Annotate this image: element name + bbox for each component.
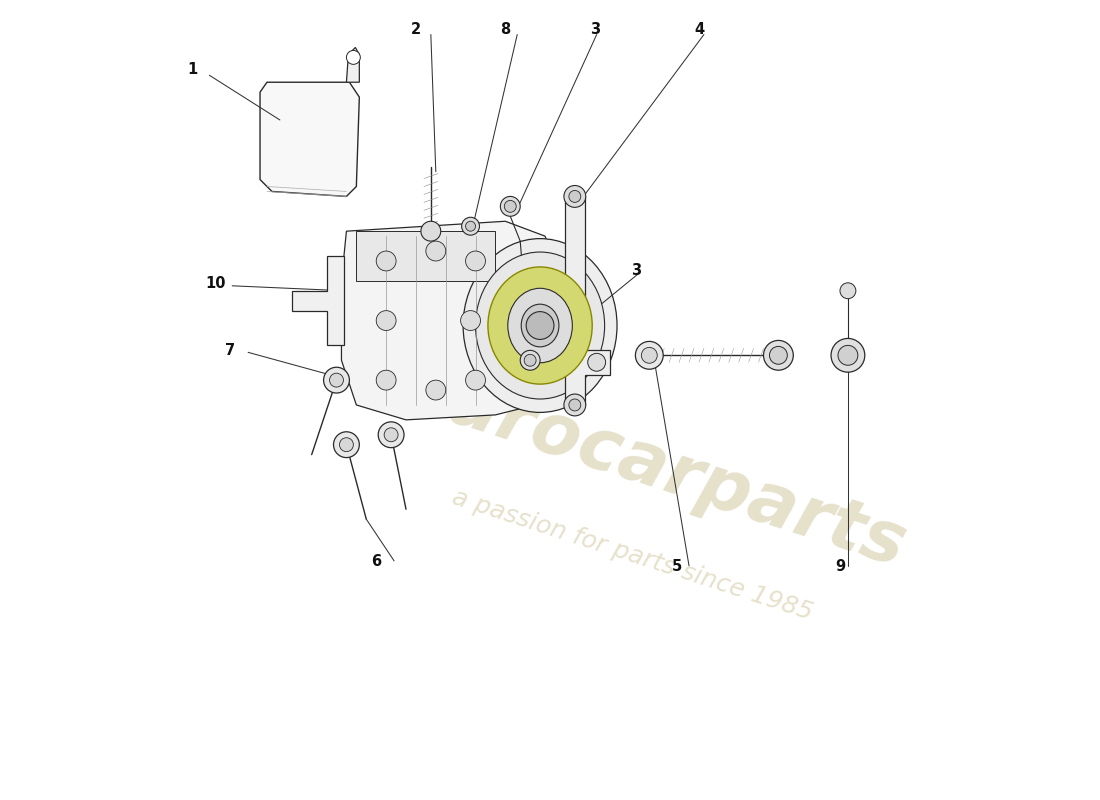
Circle shape <box>587 354 606 371</box>
Text: a passion for parts since 1985: a passion for parts since 1985 <box>449 485 815 625</box>
Text: 3: 3 <box>590 22 600 37</box>
Text: 10: 10 <box>205 276 225 291</box>
Circle shape <box>830 338 865 372</box>
Circle shape <box>462 218 480 235</box>
Text: 2: 2 <box>411 22 421 37</box>
Circle shape <box>421 222 441 241</box>
Circle shape <box>378 422 404 448</box>
Polygon shape <box>260 82 360 197</box>
Circle shape <box>384 428 398 442</box>
Polygon shape <box>292 256 344 346</box>
Circle shape <box>840 283 856 298</box>
Text: 6: 6 <box>371 554 382 570</box>
Circle shape <box>520 350 540 370</box>
Circle shape <box>330 373 343 387</box>
Circle shape <box>333 432 360 458</box>
Ellipse shape <box>488 267 592 384</box>
Circle shape <box>763 341 793 370</box>
Circle shape <box>465 222 475 231</box>
Text: 1: 1 <box>187 62 198 77</box>
Circle shape <box>770 346 788 364</box>
Circle shape <box>838 346 858 366</box>
Ellipse shape <box>463 238 617 413</box>
Polygon shape <box>346 47 360 82</box>
Circle shape <box>641 347 658 363</box>
Text: 5: 5 <box>672 559 682 574</box>
Polygon shape <box>341 222 556 420</box>
Text: 3: 3 <box>631 263 641 278</box>
Ellipse shape <box>475 252 605 399</box>
Circle shape <box>564 394 585 416</box>
Circle shape <box>564 186 585 207</box>
Text: 7: 7 <box>226 343 235 358</box>
Circle shape <box>340 438 353 452</box>
Circle shape <box>426 241 446 261</box>
Circle shape <box>323 367 350 393</box>
Text: 9: 9 <box>835 559 845 574</box>
Circle shape <box>526 312 554 339</box>
Polygon shape <box>356 231 495 281</box>
Circle shape <box>569 399 581 411</box>
Circle shape <box>376 251 396 271</box>
Polygon shape <box>565 197 609 405</box>
Circle shape <box>504 200 516 212</box>
Circle shape <box>376 370 396 390</box>
Text: 4: 4 <box>694 22 704 37</box>
Circle shape <box>461 310 481 330</box>
Circle shape <box>636 342 663 370</box>
Text: eurocarparts: eurocarparts <box>393 354 915 582</box>
Circle shape <box>426 380 446 400</box>
Circle shape <box>500 197 520 216</box>
Circle shape <box>525 354 536 366</box>
Circle shape <box>465 251 485 271</box>
Text: 8: 8 <box>500 22 510 37</box>
Circle shape <box>465 370 485 390</box>
Ellipse shape <box>521 304 559 347</box>
Ellipse shape <box>508 288 572 362</box>
Circle shape <box>346 50 361 64</box>
Circle shape <box>376 310 396 330</box>
Circle shape <box>569 190 581 202</box>
